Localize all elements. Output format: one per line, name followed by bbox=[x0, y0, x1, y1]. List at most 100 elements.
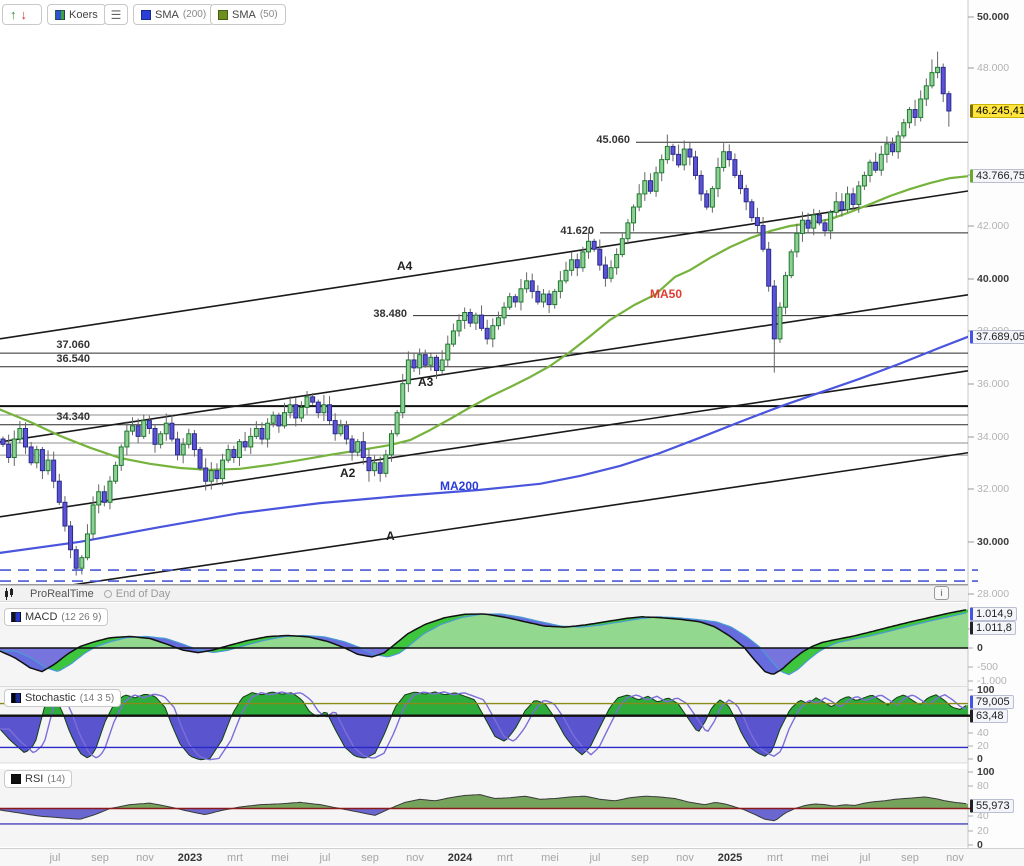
time-label-2025: 2025 bbox=[717, 852, 743, 864]
level-label-36.540: 36.540 bbox=[56, 352, 90, 365]
time-label-mrt: mrt bbox=[497, 852, 513, 864]
koers-label: Koers bbox=[69, 8, 98, 21]
sma200-label: SMA bbox=[155, 8, 179, 21]
time-label-mei: mei bbox=[811, 852, 829, 864]
stoch-axis-label-100: 100 bbox=[977, 684, 995, 696]
main-chart-panel bbox=[0, 51, 968, 584]
trendline-label-A: A bbox=[386, 529, 395, 543]
price-axis-label-28.000: 28.000 bbox=[977, 588, 1010, 600]
ma200-line bbox=[0, 335, 968, 555]
stoch-axis-label-0: 0 bbox=[977, 753, 983, 765]
sma50-color-icon bbox=[218, 9, 228, 20]
macd-axis-label--1.000: -1.000 bbox=[977, 675, 1007, 687]
macd-color-icon bbox=[11, 612, 21, 622]
macd-signal-badge: 1.011,8 bbox=[970, 621, 1016, 635]
sma50-label: SMA bbox=[232, 8, 256, 21]
time-label-jul: jul bbox=[589, 852, 601, 864]
info-button[interactable]: i bbox=[934, 586, 949, 600]
clock-icon bbox=[103, 589, 112, 598]
time-label-2024: 2024 bbox=[447, 852, 473, 864]
time-label-sep: sep bbox=[901, 852, 919, 864]
stoch-value-badge: 79,005 bbox=[970, 695, 1014, 709]
ma50-label: MA50 bbox=[650, 287, 683, 301]
trendline-label-A4: A4 bbox=[397, 259, 413, 273]
stochastic-color-icon bbox=[11, 693, 21, 703]
rsi-axis-label-100: 100 bbox=[977, 766, 995, 778]
rsi-name: RSI bbox=[25, 773, 44, 785]
level-label-45.060: 45.060 bbox=[596, 134, 630, 147]
sma200-param: (200) bbox=[182, 9, 207, 20]
status-bar: ProRealTime End of Day bbox=[0, 585, 968, 602]
price-axis-label-34.000: 34.000 bbox=[977, 431, 1010, 443]
level-label-37.060: 37.060 bbox=[56, 339, 90, 352]
sma200-color-icon bbox=[141, 9, 151, 20]
end-of-day-mode[interactable]: End of Day bbox=[103, 588, 170, 600]
stoch-level-badge: 63,48 bbox=[970, 709, 1008, 723]
trendline-label-A2: A2 bbox=[340, 466, 356, 480]
price-axis-label-50.000: 50.000 bbox=[977, 11, 1010, 23]
down-arrow-icon: ↓ bbox=[20, 7, 28, 22]
list-icon: ☰ bbox=[110, 7, 122, 22]
rsi-axis-label-20: 20 bbox=[977, 825, 989, 837]
prorealtime-logo bbox=[5, 587, 13, 600]
koers-button[interactable]: Koers bbox=[47, 4, 106, 25]
ma50-value-badge: 43.766,75 bbox=[970, 169, 1024, 183]
rsi-axis-label-0: 0 bbox=[977, 839, 983, 851]
rsi-params: (14) bbox=[47, 773, 66, 785]
macd-line-badge: 1.014,9 bbox=[970, 607, 1017, 621]
time-label-nov: nov bbox=[136, 852, 154, 864]
price-axis-label-32.000: 32.000 bbox=[977, 483, 1010, 495]
time-label-jul: jul bbox=[49, 852, 61, 864]
time-label-mrt: mrt bbox=[767, 852, 783, 864]
stoch-axis-label-20: 20 bbox=[977, 740, 989, 752]
ma200-value-badge: 37.689,05 bbox=[970, 330, 1024, 344]
time-label-jul: jul bbox=[859, 852, 871, 864]
trendline-label-A3: A3 bbox=[418, 375, 434, 389]
candles bbox=[0, 51, 952, 576]
stoch-axis-label-40: 40 bbox=[977, 727, 989, 739]
stochastic-name: Stochastic bbox=[25, 692, 76, 704]
time-axis bbox=[0, 848, 1024, 866]
price-axis-label-48.000: 48.000 bbox=[977, 62, 1010, 74]
macd-axis-label--500: -500 bbox=[977, 661, 999, 673]
time-label-nov: nov bbox=[676, 852, 694, 864]
price-axis-label-36.000: 36.000 bbox=[977, 378, 1010, 390]
indicator-list-button[interactable]: ☰ bbox=[104, 4, 128, 25]
macd-params: (12 26 9) bbox=[61, 611, 102, 623]
time-label-nov: nov bbox=[946, 852, 964, 864]
level-label-38.480: 38.480 bbox=[373, 307, 407, 320]
rsi-axis-label-40: 40 bbox=[977, 810, 989, 822]
sma50-button[interactable]: SMA (50) bbox=[210, 4, 286, 25]
time-label-sep: sep bbox=[631, 852, 649, 864]
up-arrow-icon: ↑ bbox=[10, 7, 17, 22]
time-label-2023: 2023 bbox=[177, 852, 203, 864]
macd-header-button[interactable]: MACD (12 26 9) bbox=[4, 608, 109, 626]
macd-axis-label-0: 0 bbox=[977, 642, 983, 654]
time-label-mrt: mrt bbox=[227, 852, 243, 864]
sma200-button[interactable]: SMA (200) bbox=[133, 4, 215, 25]
time-label-nov: nov bbox=[406, 852, 424, 864]
time-label-sep: sep bbox=[91, 852, 109, 864]
last-price-badge: 46.245,41 bbox=[970, 104, 1024, 118]
rsi-color-icon bbox=[11, 774, 21, 784]
price-axis-label-40.000: 40.000 bbox=[977, 273, 1010, 285]
time-label-jul: jul bbox=[319, 852, 331, 864]
sma50-param: (50) bbox=[259, 9, 278, 20]
price-updown-button[interactable]: ↑ ↓ bbox=[2, 4, 42, 25]
macd-panel bbox=[0, 609, 968, 676]
time-label-sep: sep bbox=[361, 852, 379, 864]
rsi-axis-label-80: 80 bbox=[977, 780, 989, 792]
brand-label: ProRealTime bbox=[30, 587, 94, 600]
level-label-41.620: 41.620 bbox=[560, 224, 594, 237]
rsi-header-button[interactable]: RSI (14) bbox=[4, 770, 73, 788]
koers-icon bbox=[55, 9, 65, 20]
level-label-34.340: 34.340 bbox=[56, 410, 90, 423]
time-label-mei: mei bbox=[271, 852, 289, 864]
price-axis-label-30.000: 30.000 bbox=[977, 536, 1010, 548]
ma200-label: MA200 bbox=[440, 479, 479, 493]
rsi-value-badge: 55,973 bbox=[970, 799, 1014, 813]
stochastic-header-button[interactable]: Stochastic (14 3 5) bbox=[4, 689, 122, 707]
rsi-panel bbox=[0, 794, 968, 822]
